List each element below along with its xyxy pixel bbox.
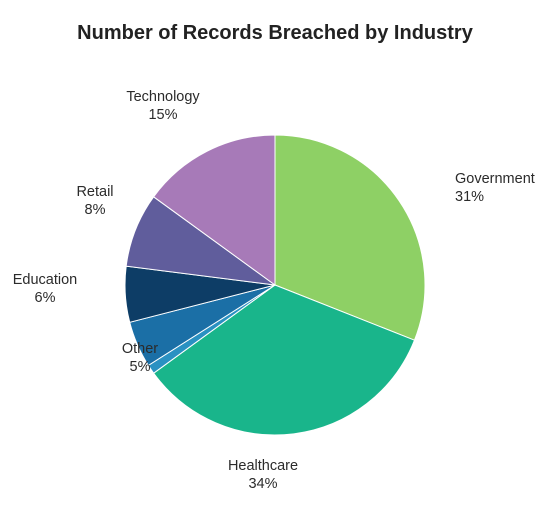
slice-label-name: Education	[13, 271, 78, 289]
slice-label-name: Healthcare	[228, 457, 298, 475]
slice-label-government: Government31%	[455, 170, 535, 206]
slice-label-pct: 34%	[228, 475, 298, 493]
slice-label-pct: 31%	[455, 188, 535, 206]
slice-label-retail: Retail8%	[76, 183, 113, 219]
slice-label-pct: 6%	[13, 289, 78, 307]
slice-label-other: Other5%	[122, 340, 158, 376]
pie-area	[0, 55, 550, 521]
pie-svg	[0, 55, 550, 521]
slice-label-technology: Technology15%	[126, 88, 199, 124]
slice-label-name: Retail	[76, 183, 113, 201]
slice-label-pct: 15%	[126, 106, 199, 124]
slice-label-name: Government	[455, 170, 535, 188]
pie-chart-container: Number of Records Breached by Industry G…	[0, 0, 550, 521]
slice-label-name: Technology	[126, 88, 199, 106]
chart-title: Number of Records Breached by Industry	[0, 22, 550, 45]
slice-label-name: Other	[122, 340, 158, 358]
slice-label-education: Education6%	[13, 271, 78, 307]
slice-label-healthcare: Healthcare34%	[228, 457, 298, 493]
slice-label-pct: 8%	[76, 201, 113, 219]
slice-label-pct: 5%	[122, 358, 158, 376]
